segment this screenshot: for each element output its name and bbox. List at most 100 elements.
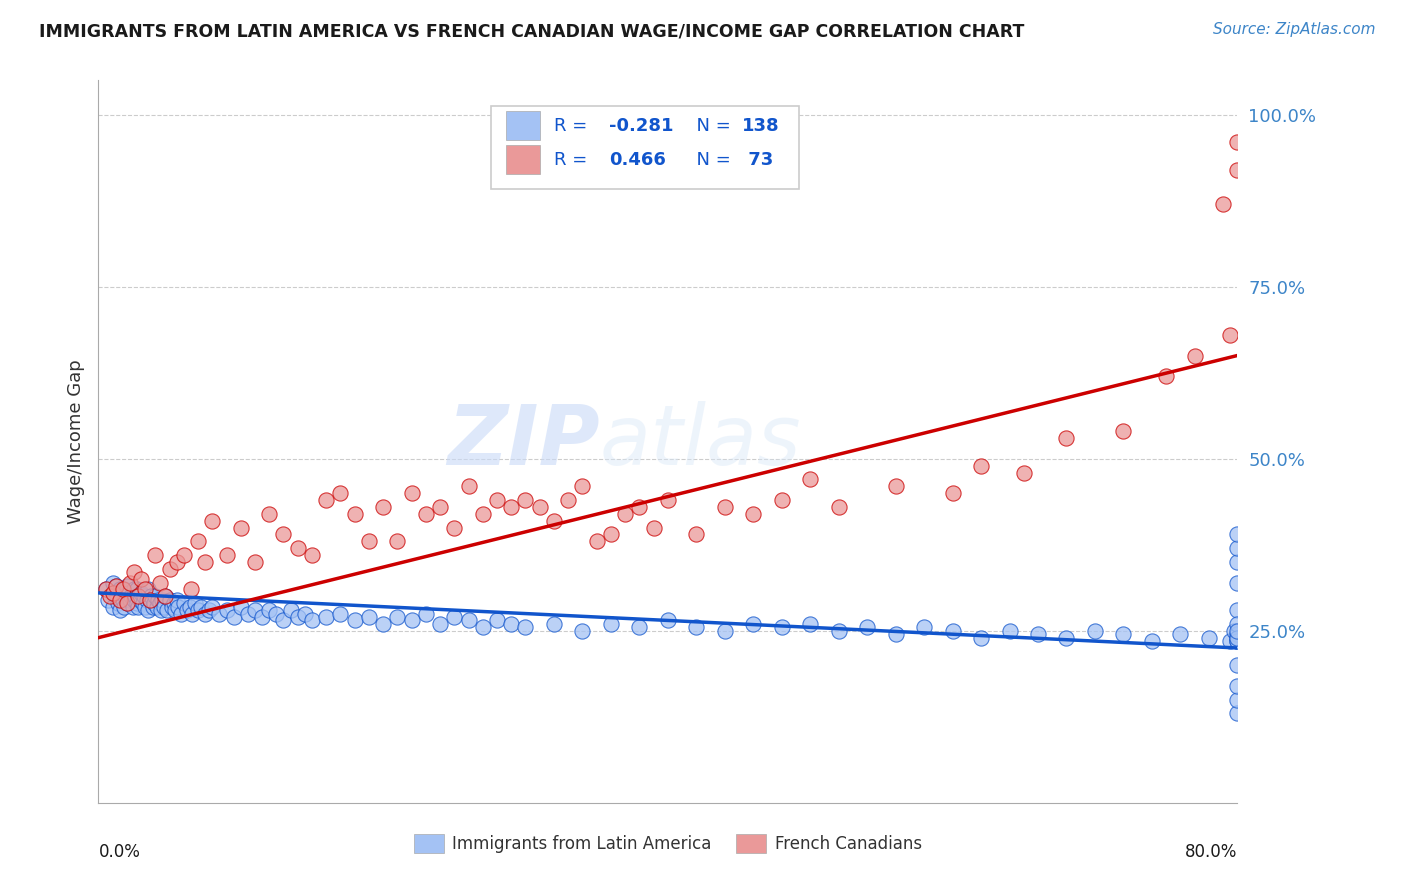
- Point: [287, 541, 309, 556]
- Point: [912, 620, 935, 634]
- Point: [1226, 527, 1249, 541]
- Point: [97, 592, 120, 607]
- Point: [108, 603, 131, 617]
- Point: [329, 607, 352, 621]
- Point: [105, 590, 128, 604]
- Point: [970, 631, 993, 645]
- Point: [145, 590, 167, 604]
- Point: [714, 624, 737, 638]
- Point: [127, 590, 149, 604]
- Point: [301, 614, 323, 628]
- Point: [166, 592, 188, 607]
- Point: [101, 575, 124, 590]
- Point: [155, 590, 177, 604]
- Point: [136, 603, 159, 617]
- Text: 0.0%: 0.0%: [98, 843, 141, 861]
- Point: [190, 599, 212, 614]
- Point: [179, 599, 201, 614]
- Point: [115, 579, 138, 593]
- Text: -0.281: -0.281: [609, 117, 673, 135]
- Point: [141, 599, 163, 614]
- Point: [108, 582, 131, 597]
- Point: [117, 586, 139, 600]
- Point: [145, 548, 167, 562]
- Point: [243, 555, 266, 569]
- Point: [125, 582, 148, 597]
- Point: [201, 599, 224, 614]
- Point: [173, 596, 195, 610]
- Point: [167, 599, 190, 614]
- Point: [486, 493, 509, 508]
- Point: [799, 472, 821, 486]
- Point: [585, 534, 607, 549]
- Point: [173, 548, 195, 562]
- Point: [315, 493, 337, 508]
- Point: [770, 493, 793, 508]
- Point: [138, 592, 160, 607]
- Point: [770, 620, 793, 634]
- Point: [1198, 631, 1220, 645]
- Point: [415, 607, 437, 621]
- Point: [657, 614, 679, 628]
- Point: [373, 500, 395, 514]
- Point: [1226, 692, 1249, 706]
- Point: [443, 520, 465, 534]
- Point: [1226, 634, 1249, 648]
- Point: [998, 624, 1021, 638]
- Text: Source: ZipAtlas.com: Source: ZipAtlas.com: [1212, 22, 1375, 37]
- Point: [685, 620, 707, 634]
- Point: [170, 607, 193, 621]
- Point: [115, 596, 138, 610]
- Point: [166, 555, 188, 569]
- Text: R =: R =: [554, 117, 593, 135]
- Point: [108, 592, 131, 607]
- Point: [176, 603, 198, 617]
- Point: [187, 603, 209, 617]
- Text: ZIP: ZIP: [447, 401, 599, 482]
- Point: [1226, 603, 1249, 617]
- Point: [856, 620, 879, 634]
- Point: [471, 620, 494, 634]
- Point: [515, 493, 537, 508]
- Point: [104, 579, 127, 593]
- Point: [118, 575, 141, 590]
- Point: [1226, 616, 1249, 631]
- Point: [128, 592, 150, 607]
- Point: [942, 486, 965, 500]
- Point: [1226, 135, 1249, 149]
- Point: [1140, 634, 1163, 648]
- Point: [155, 590, 177, 604]
- Point: [294, 607, 316, 621]
- Point: [685, 527, 707, 541]
- Point: [486, 614, 509, 628]
- Point: [236, 607, 259, 621]
- Point: [142, 596, 165, 610]
- Point: [828, 500, 851, 514]
- Point: [180, 582, 202, 597]
- Y-axis label: Wage/Income Gap: Wage/Income Gap: [66, 359, 84, 524]
- Point: [415, 507, 437, 521]
- Point: [1219, 634, 1241, 648]
- Point: [208, 607, 231, 621]
- Point: [429, 500, 451, 514]
- Point: [259, 507, 281, 521]
- Point: [1012, 466, 1035, 480]
- Point: [1226, 658, 1249, 673]
- Point: [401, 614, 423, 628]
- FancyBboxPatch shape: [491, 105, 799, 189]
- Point: [357, 534, 380, 549]
- Point: [122, 566, 145, 580]
- Point: [401, 486, 423, 500]
- Point: [201, 514, 224, 528]
- Point: [152, 592, 174, 607]
- Point: [273, 527, 295, 541]
- Point: [643, 520, 665, 534]
- Point: [301, 548, 323, 562]
- Point: [429, 616, 451, 631]
- Point: [1226, 575, 1249, 590]
- Point: [1226, 631, 1249, 645]
- FancyBboxPatch shape: [506, 112, 540, 140]
- Point: [387, 610, 409, 624]
- Point: [970, 458, 993, 473]
- Point: [1226, 162, 1249, 177]
